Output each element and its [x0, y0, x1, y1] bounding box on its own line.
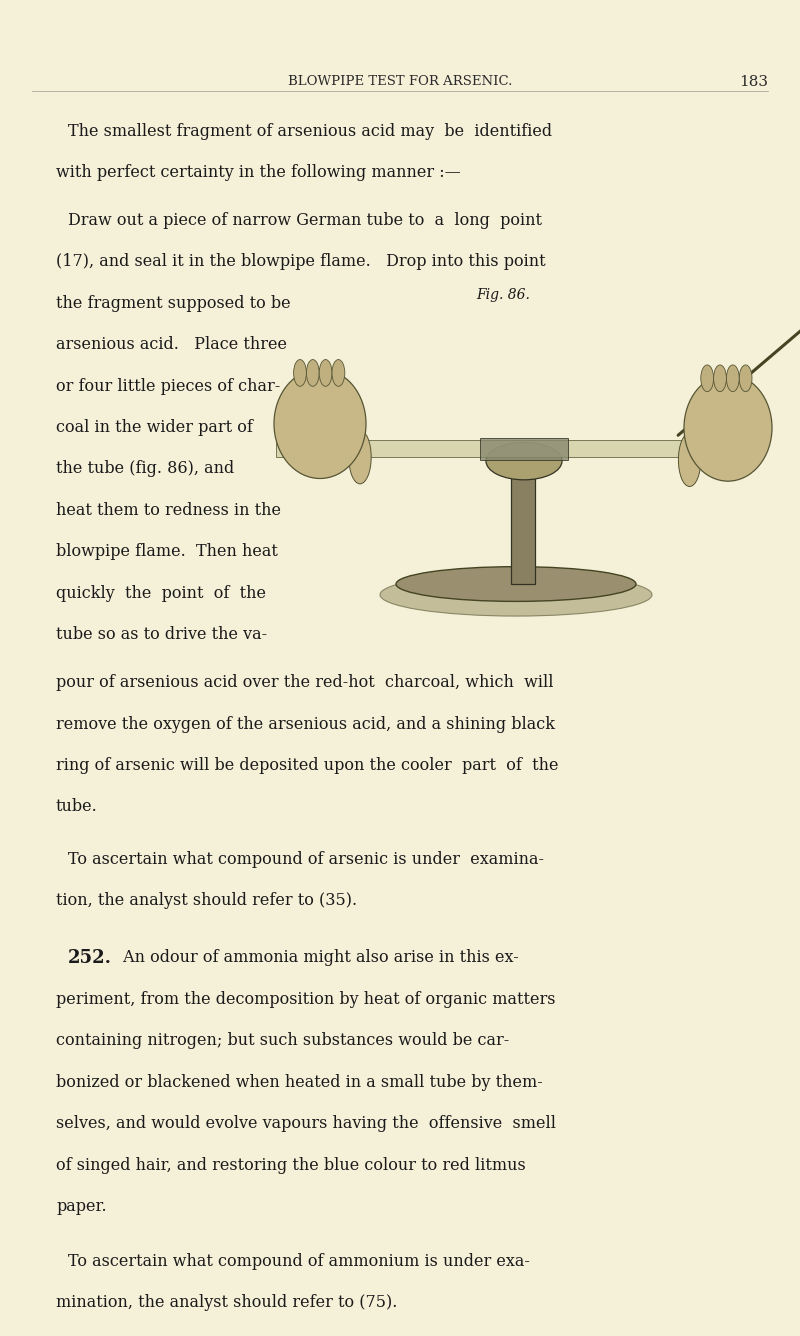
Ellipse shape — [486, 442, 562, 480]
Ellipse shape — [380, 573, 652, 616]
Ellipse shape — [294, 359, 306, 386]
Text: quickly  the  point  of  the: quickly the point of the — [56, 585, 266, 601]
Text: Fig. 86.: Fig. 86. — [476, 289, 530, 302]
Ellipse shape — [274, 369, 366, 478]
Ellipse shape — [701, 365, 714, 391]
Text: coal in the wider part of: coal in the wider part of — [56, 420, 253, 436]
Ellipse shape — [684, 374, 772, 481]
Ellipse shape — [726, 365, 739, 391]
Ellipse shape — [332, 359, 345, 386]
Text: blowpipe flame.  Then heat: blowpipe flame. Then heat — [56, 544, 278, 560]
Text: tion, the analyst should refer to (35).: tion, the analyst should refer to (35). — [56, 892, 357, 908]
Bar — [480, 438, 568, 460]
Bar — [511, 461, 535, 584]
Text: the fragment supposed to be: the fragment supposed to be — [56, 295, 290, 311]
Text: bonized or blackened when heated in a small tube by them-: bonized or blackened when heated in a sm… — [56, 1074, 542, 1090]
Text: tube.: tube. — [56, 799, 98, 815]
Text: selves, and would evolve vapours having the  offensive  smell: selves, and would evolve vapours having … — [56, 1116, 556, 1132]
Text: periment, from the decomposition by heat of organic matters: periment, from the decomposition by heat… — [56, 991, 555, 1007]
Ellipse shape — [319, 359, 332, 386]
Text: The smallest fragment of arsenious acid may  be  identified: The smallest fragment of arsenious acid … — [68, 123, 552, 140]
Text: To ascertain what compound of ammonium is under exa-: To ascertain what compound of ammonium i… — [68, 1253, 530, 1269]
Ellipse shape — [678, 433, 701, 486]
Text: An odour of ammonia might also arise in this ex-: An odour of ammonia might also arise in … — [118, 950, 518, 966]
Ellipse shape — [306, 359, 319, 386]
Text: To ascertain what compound of arsenic is under  examina-: To ascertain what compound of arsenic is… — [68, 851, 544, 867]
Text: ring of arsenic will be deposited upon the cooler  part  of  the: ring of arsenic will be deposited upon t… — [56, 758, 558, 774]
Text: containing nitrogen; but such substances would be car-: containing nitrogen; but such substances… — [56, 1033, 510, 1049]
Text: 252.: 252. — [68, 950, 112, 967]
Text: paper.: paper. — [56, 1198, 106, 1214]
Text: (17), and seal it in the blowpipe flame.   Drop into this point: (17), and seal it in the blowpipe flame.… — [56, 254, 546, 270]
Text: of singed hair, and restoring the blue colour to red litmus: of singed hair, and restoring the blue c… — [56, 1157, 526, 1173]
Text: pour of arsenious acid over the red-hot  charcoal, which  will: pour of arsenious acid over the red-hot … — [56, 675, 554, 691]
Text: or four little pieces of char-: or four little pieces of char- — [56, 378, 280, 394]
Text: 183: 183 — [739, 75, 768, 88]
Text: heat them to redness in the: heat them to redness in the — [56, 502, 281, 518]
Text: tube so as to drive the va-: tube so as to drive the va- — [56, 627, 267, 643]
Text: Draw out a piece of narrow German tube to  a  long  point: Draw out a piece of narrow German tube t… — [68, 212, 542, 228]
Ellipse shape — [714, 365, 726, 391]
Bar — [276, 440, 740, 457]
Text: remove the oxygen of the arsenious acid, and a shining black: remove the oxygen of the arsenious acid,… — [56, 716, 555, 732]
Text: arsenious acid.   Place three: arsenious acid. Place three — [56, 337, 287, 353]
Text: mination, the analyst should refer to (75).: mination, the analyst should refer to (7… — [56, 1295, 398, 1311]
Text: the tube (fig. 86), and: the tube (fig. 86), and — [56, 461, 234, 477]
Ellipse shape — [739, 365, 752, 391]
Text: with perfect certainty in the following manner :—: with perfect certainty in the following … — [56, 164, 461, 182]
Text: BLOWPIPE TEST FOR ARSENIC.: BLOWPIPE TEST FOR ARSENIC. — [288, 75, 512, 88]
Ellipse shape — [349, 430, 371, 484]
Ellipse shape — [396, 566, 636, 601]
